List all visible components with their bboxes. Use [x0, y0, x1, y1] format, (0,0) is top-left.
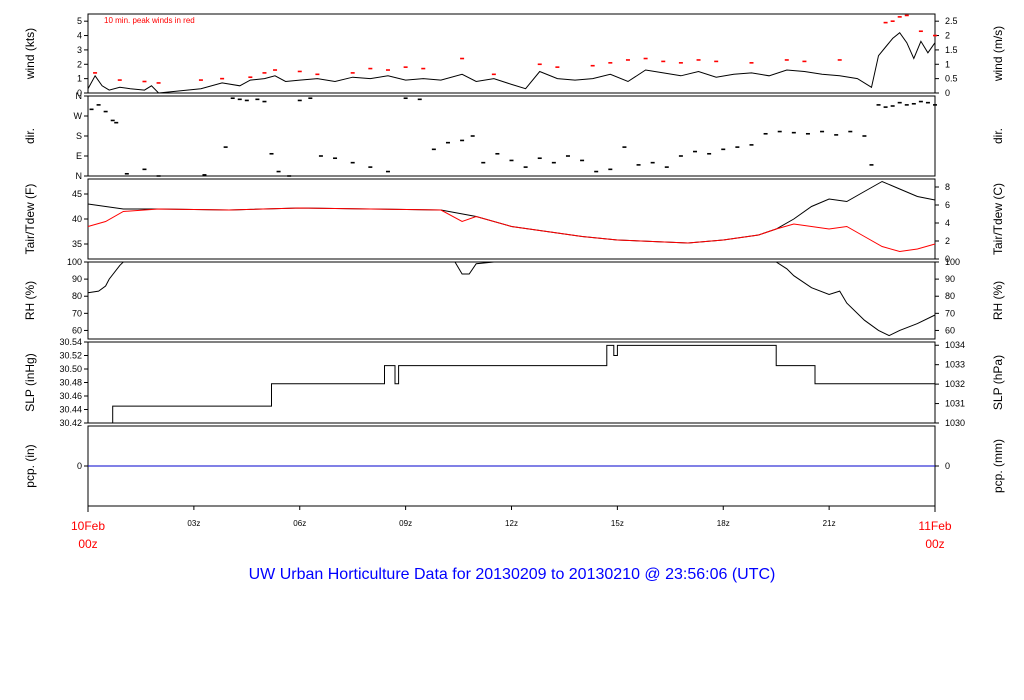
dir-ytick-label: W [74, 111, 83, 121]
rh-ytick-right-label: 60 [945, 325, 955, 335]
temp-ytick-right-label: 0 [945, 254, 950, 264]
x-tick-label: 21z [823, 519, 836, 528]
rh-frame [87, 261, 936, 340]
x-start-label-hour: 00z [78, 537, 97, 551]
slp-ytick-label: 30.46 [59, 391, 82, 401]
slp-ytick-right-label: 1030 [945, 418, 965, 428]
slp-ytick-label: 30.52 [59, 351, 82, 361]
temp-ylabel-right: Tair/Tdew (C) [991, 183, 1005, 255]
temp-ytick-right-label: 4 [945, 218, 950, 228]
slp-ytick-right-label: 1033 [945, 360, 965, 370]
wind-ytick-label: 4 [77, 31, 82, 41]
x-tick-label: 12z [505, 519, 518, 528]
dir-ytick-label: N [76, 171, 83, 181]
wind-ytick-right-label: 0 [945, 88, 950, 98]
slp-ylabel: SLP (inHg) [23, 353, 37, 411]
wind-ylabel: wind (kts) [23, 28, 37, 80]
dir-ylabel: dir. [23, 128, 37, 144]
slp-ytick-label: 30.44 [59, 405, 82, 415]
rh-ytick-right-label: 80 [945, 291, 955, 301]
dir-ytick-label: E [76, 151, 82, 161]
temp-series-line [87, 180, 936, 244]
rh-ytick-right-label: 70 [945, 308, 955, 318]
temp-ytick-right-label: 6 [945, 200, 950, 210]
x-start-label-day: 10Feb [71, 519, 105, 533]
wind-ytick-right-label: 2.5 [945, 16, 958, 26]
rh-ytick-right-label: 100 [945, 257, 960, 267]
chart-title: UW Urban Horticulture Data for 20130209 … [248, 566, 776, 583]
wind-annotation: 10 min. peak winds in red [104, 16, 195, 25]
temp-ylabel: Tair/Tdew (F) [23, 184, 37, 255]
x-end-label-day: 11Feb [918, 519, 951, 533]
slp-ytick-right-label: 1032 [945, 379, 965, 389]
dir-ylabel-right: dir. [991, 128, 1005, 144]
wind-ytick-right-label: 0.5 [945, 74, 958, 84]
rh-ytick-label: 90 [72, 274, 82, 284]
slp-ytick-label: 30.50 [59, 364, 82, 374]
dir-ytick-label: N [76, 91, 83, 101]
temp-ytick-label: 45 [72, 189, 82, 199]
slp-series-line [88, 344, 935, 424]
slp-ytick-label: 30.54 [59, 337, 82, 347]
slp-ytick-label: 30.42 [59, 418, 82, 428]
temp-frame [87, 178, 936, 260]
x-tick-label: 03z [187, 519, 200, 528]
slp-ytick-label: 30.48 [59, 378, 82, 388]
slp-ylabel-right: SLP (hPa) [991, 355, 1005, 410]
slp-ytick-right-label: 1031 [945, 399, 965, 409]
wind-ytick-label: 3 [77, 45, 82, 55]
rh-ytick-label: 70 [72, 308, 82, 318]
x-tick-label: 15z [611, 519, 624, 528]
dir-ytick-label: S [76, 131, 82, 141]
slp-frame [87, 341, 936, 424]
wind-series-line [87, 31, 936, 94]
x-tick-label: 06z [293, 519, 306, 528]
wind-ytick-right-label: 2 [945, 31, 950, 41]
wind-ytick-right-label: 1.5 [945, 45, 958, 55]
temp-ytick-label: 35 [72, 239, 82, 249]
pcp-ytick-label: 0 [77, 461, 82, 471]
wind-frame [87, 13, 936, 94]
wind-ylabel-right: wind (m/s) [991, 26, 1005, 82]
rh-series-line [87, 261, 936, 337]
x-tick-label: 09z [399, 519, 412, 528]
wind-ytick-right-label: 1 [945, 59, 950, 69]
rh-ytick-label: 100 [67, 257, 82, 267]
rh-ylabel-right: RH (%) [991, 281, 1005, 320]
wind-ytick-label: 0 [77, 88, 82, 98]
temp-ytick-right-label: 8 [945, 182, 950, 192]
rh-ytick-label: 80 [72, 291, 82, 301]
x-tick-label: 18z [717, 519, 730, 528]
rh-ytick-label: 60 [72, 325, 82, 335]
pcp-ytick-right-label: 0 [945, 461, 950, 471]
temp-ytick-right-label: 2 [945, 236, 950, 246]
wind-ytick-label: 5 [77, 16, 82, 26]
pcp-ylabel-right: pcp. (mm) [991, 439, 1005, 493]
pcp-ylabel: pcp. (in) [23, 444, 37, 487]
rh-ytick-right-label: 90 [945, 274, 955, 284]
slp-ytick-right-label: 1034 [945, 340, 965, 350]
x-end-label-hour: 00z [925, 537, 944, 551]
dir-frame [87, 95, 936, 177]
temp-series-line [87, 207, 936, 253]
wind-ytick-label: 2 [77, 59, 82, 69]
temp-ytick-label: 40 [72, 214, 82, 224]
rh-ylabel: RH (%) [23, 281, 37, 320]
wind-ytick-label: 1 [77, 74, 82, 84]
